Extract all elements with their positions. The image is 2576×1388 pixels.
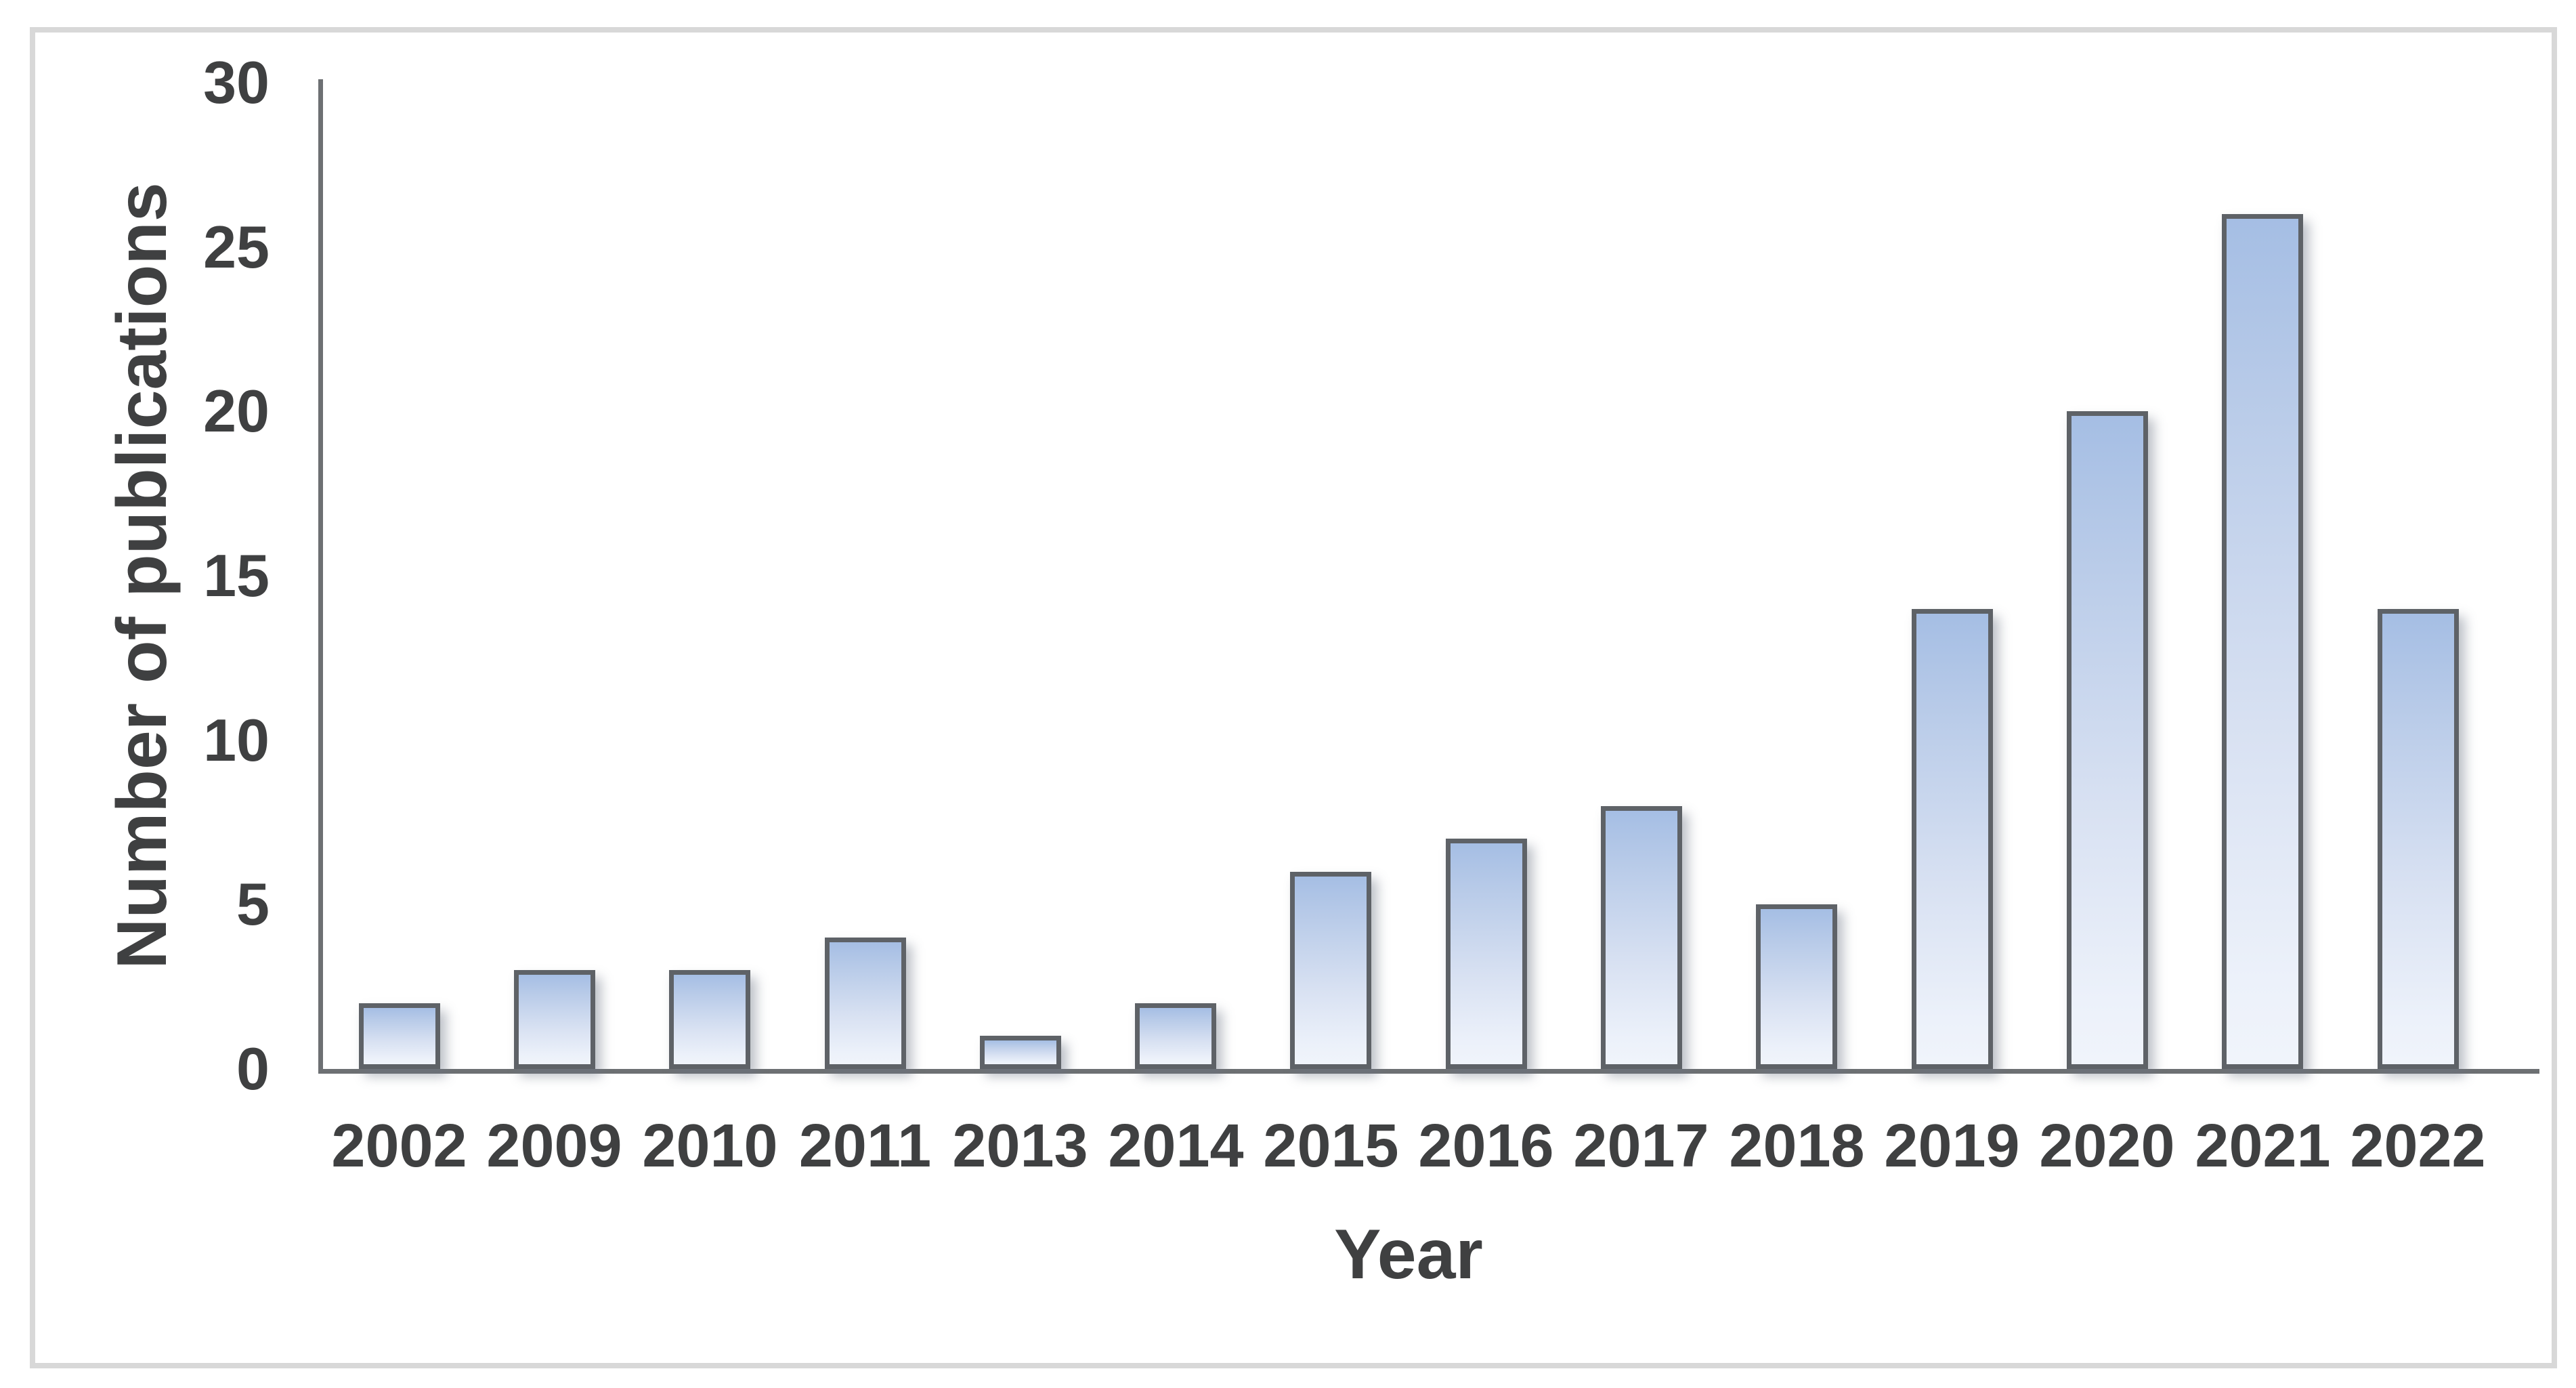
y-axis-line bbox=[318, 79, 323, 1074]
bar-2020 bbox=[2067, 411, 2148, 1069]
x-tick-label-2019: 2019 bbox=[1884, 1112, 2020, 1180]
x-tick-label-2021: 2021 bbox=[2195, 1112, 2331, 1180]
x-tick-label-2009: 2009 bbox=[486, 1112, 622, 1180]
y-tick-label-25: 25 bbox=[203, 213, 270, 280]
x-tick-label-2011: 2011 bbox=[798, 1112, 932, 1180]
bar-2011 bbox=[825, 938, 906, 1069]
bar-2009 bbox=[514, 970, 595, 1069]
chart-frame bbox=[30, 27, 2557, 1368]
x-tick-label-2015: 2015 bbox=[1263, 1112, 1399, 1180]
x-axis-line bbox=[318, 1069, 2539, 1074]
x-tick-label-2020: 2020 bbox=[2039, 1112, 2175, 1180]
bar-2013 bbox=[980, 1036, 1061, 1069]
bar-2019 bbox=[1912, 609, 1993, 1069]
y-tick-label-20: 20 bbox=[203, 377, 270, 445]
bar-2002 bbox=[359, 1003, 440, 1069]
x-axis-title: Year bbox=[1334, 1215, 1483, 1294]
y-tick-label-15: 15 bbox=[203, 542, 270, 609]
bar-2018 bbox=[1756, 904, 1837, 1069]
x-tick-label-2013: 2013 bbox=[952, 1112, 1088, 1180]
y-tick-label-5: 5 bbox=[236, 870, 270, 938]
y-tick-label-0: 0 bbox=[236, 1035, 270, 1102]
bar-2015 bbox=[1290, 872, 1371, 1069]
bar-2021 bbox=[2222, 214, 2303, 1069]
x-tick-label-2022: 2022 bbox=[2350, 1112, 2486, 1180]
x-tick-label-2010: 2010 bbox=[642, 1112, 778, 1180]
bar-2014 bbox=[1135, 1003, 1216, 1069]
bar-2022 bbox=[2378, 609, 2459, 1069]
x-tick-label-2018: 2018 bbox=[1729, 1112, 1865, 1180]
bar-2017 bbox=[1601, 806, 1682, 1069]
bar-2010 bbox=[669, 970, 750, 1069]
x-tick-label-2017: 2017 bbox=[1573, 1112, 1709, 1180]
y-tick-label-10: 10 bbox=[203, 706, 270, 774]
bar-2016 bbox=[1446, 839, 1527, 1069]
x-tick-label-2014: 2014 bbox=[1108, 1112, 1244, 1180]
x-tick-label-2016: 2016 bbox=[1418, 1112, 1554, 1180]
y-tick-label-30: 30 bbox=[203, 49, 270, 116]
x-tick-label-2002: 2002 bbox=[331, 1112, 467, 1180]
